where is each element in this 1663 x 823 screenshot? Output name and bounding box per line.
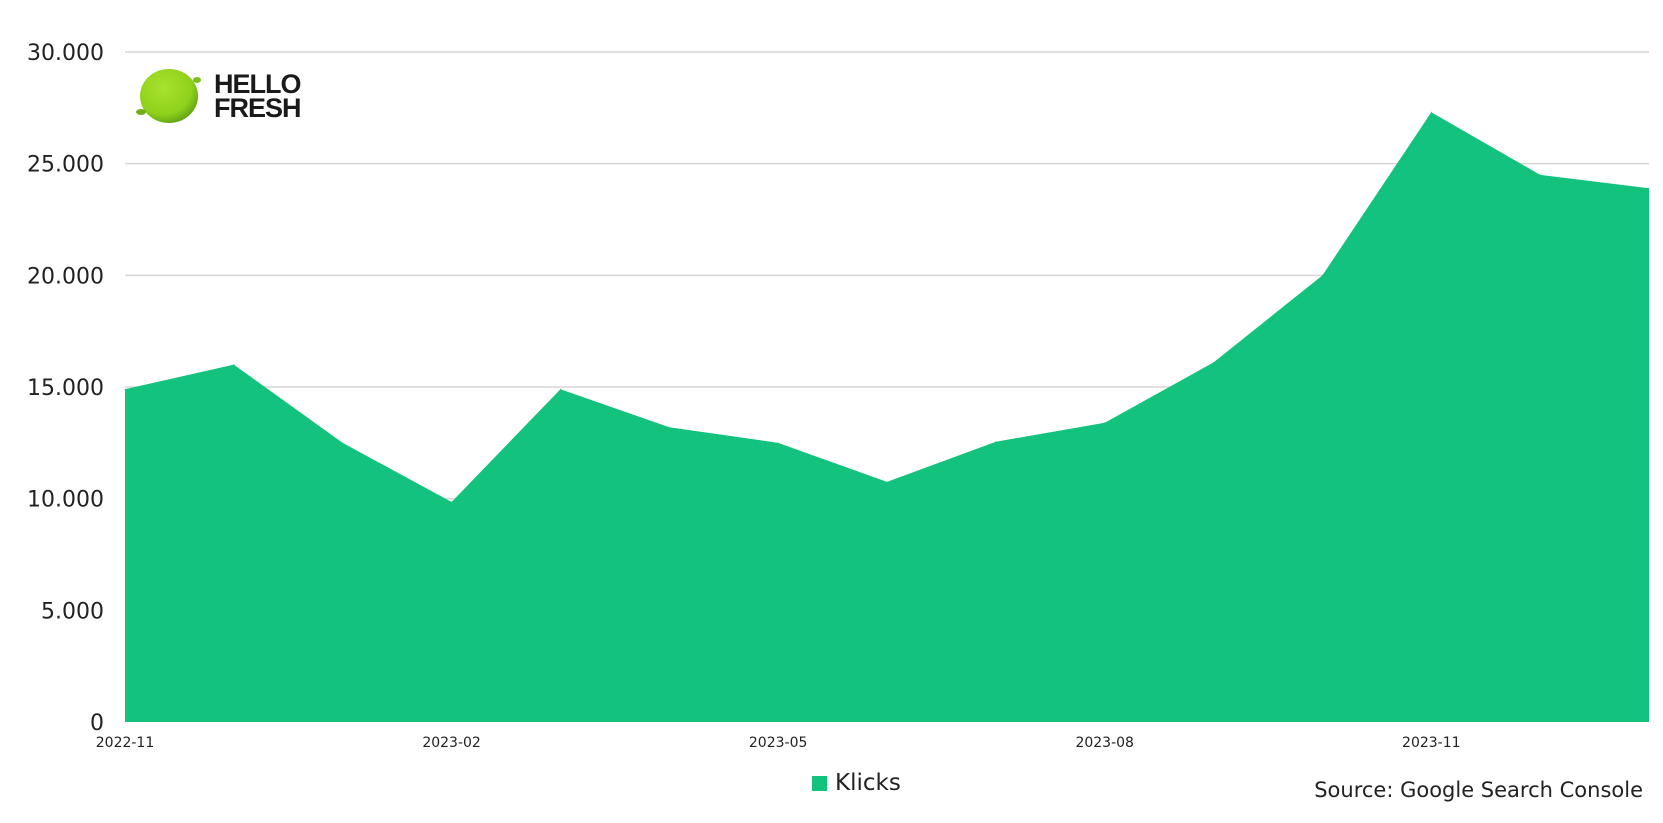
y-tick-label: 5.000 <box>41 599 104 624</box>
data-point <box>995 441 997 443</box>
data-point <box>886 481 888 483</box>
data-point <box>342 442 344 444</box>
data-point <box>1321 274 1323 276</box>
logo-wordmark: HELLO FRESH <box>214 69 302 123</box>
y-tick-label: 15.000 <box>27 376 104 401</box>
data-point <box>1213 361 1215 363</box>
legend: Klicks <box>812 770 901 796</box>
area-series <box>124 111 1650 723</box>
data-point <box>559 388 561 390</box>
lime-icon <box>136 69 201 123</box>
logo-line-fresh: FRESH <box>214 93 302 123</box>
x-tick-label: 2023-02 <box>422 735 481 751</box>
data-point <box>1648 187 1650 189</box>
x-tick-label: 2023-08 <box>1075 735 1134 751</box>
data-point <box>668 426 670 428</box>
data-point <box>451 501 453 503</box>
x-axis-ticks: 2022-11 2023-02 2023-05 2023-08 2023-11 <box>96 735 1461 751</box>
source-note: Source: Google Search Console <box>1314 778 1643 802</box>
y-tick-label: 0 <box>90 711 104 736</box>
data-point <box>1430 111 1432 113</box>
data-point <box>777 442 779 444</box>
x-tick-label: 2022-11 <box>96 735 155 751</box>
data-point <box>233 364 235 366</box>
y-tick-label: 30.000 <box>27 41 104 66</box>
y-tick-label: 20.000 <box>27 264 104 289</box>
logo-line-hello: HELLO <box>214 69 301 99</box>
legend-label: Klicks <box>835 770 901 796</box>
area-klicks <box>125 112 1649 723</box>
x-tick-label: 2023-11 <box>1402 735 1461 751</box>
data-point <box>1539 174 1541 176</box>
y-tick-label: 10.000 <box>27 488 104 513</box>
data-point <box>124 388 126 390</box>
y-axis-ticks: 0 5.000 10.000 15.000 20.000 25.000 30.000 <box>27 41 104 736</box>
y-tick-label: 25.000 <box>27 153 104 178</box>
legend-swatch <box>812 775 827 791</box>
hellofresh-logo: HELLO FRESH <box>136 66 302 126</box>
x-tick-label: 2023-05 <box>749 735 808 751</box>
data-point <box>1104 422 1106 424</box>
